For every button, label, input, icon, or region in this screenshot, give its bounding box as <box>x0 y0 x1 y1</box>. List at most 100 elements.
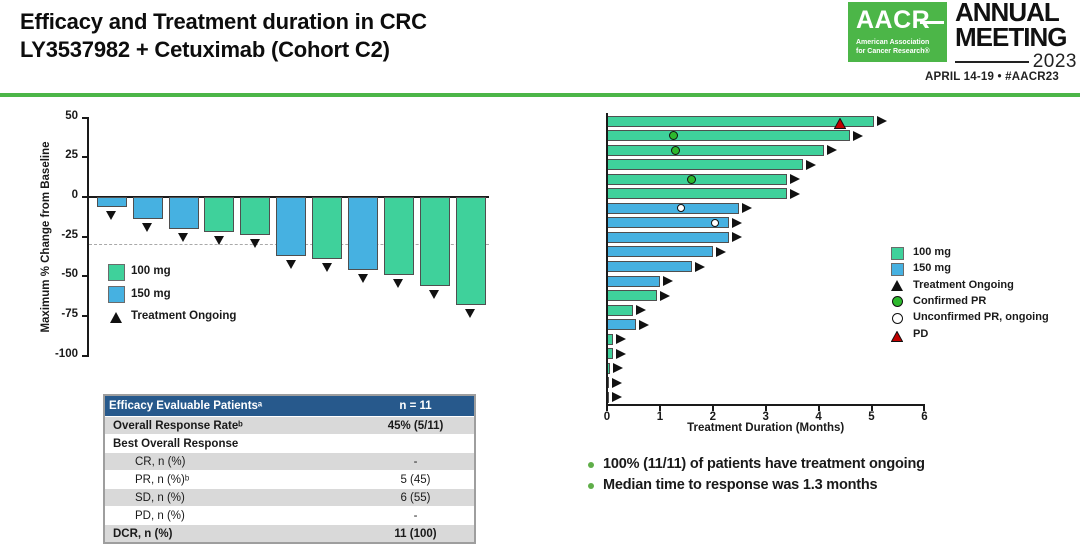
swimmer-legend-label: 150 mg <box>913 262 951 275</box>
legend-swatch-icon <box>107 263 125 281</box>
table-row: CR, n (%) - <box>104 452 475 471</box>
swimmer-x-tick <box>817 405 820 411</box>
swimmer-legend-label: Unconfirmed PR, ongoing <box>913 311 1049 324</box>
efficacy-table: Efficacy Evaluable Patientsᵃ n = 11 Overal… <box>103 394 476 544</box>
bullet-icon <box>588 483 594 489</box>
table-row-label: SD, n (%) <box>104 488 357 507</box>
table-header-row: Efficacy Evaluable Patientsᵃ n = 11 <box>104 395 475 417</box>
swimmer-x-tick-label: 3 <box>762 410 769 423</box>
treatment-ongoing-icon <box>616 334 627 345</box>
waterfall-y-tick <box>82 196 88 198</box>
waterfall-y-tick-label: 0 <box>71 189 78 201</box>
swimmer-x-tick <box>606 405 608 411</box>
meeting-year: 2023 <box>1032 51 1077 72</box>
swimmer-bar <box>607 275 660 287</box>
waterfall-legend-label: 150 mg <box>131 287 171 300</box>
unconfirmed-pr-icon <box>711 218 720 227</box>
annual-meeting-block: ANNUAL MEETING 2023 <box>955 0 1077 73</box>
swimmer-bar <box>607 130 851 142</box>
waterfall-bar <box>348 197 378 270</box>
swimmer-legend-label: PD <box>913 327 929 340</box>
treatment-ongoing-icon <box>715 246 726 257</box>
table-row: Best Overall Response <box>104 435 475 453</box>
waterfall-bar <box>168 197 199 229</box>
swimmer-bar <box>607 261 692 272</box>
treatment-ongoing-icon <box>142 223 153 233</box>
confirmed-pr-icon <box>687 174 697 184</box>
title-line-1: Efficacy and Treatment duration in CRC <box>20 9 427 34</box>
treatment-ongoing-icon <box>612 392 622 403</box>
waterfall-bar <box>419 197 450 286</box>
treatment-ongoing-icon <box>805 159 816 170</box>
legend-swatch-icon <box>890 246 904 260</box>
waterfall-y-tick <box>82 235 88 238</box>
bullet-text: 100% (11/11) of patients have treatment … <box>603 456 925 472</box>
year-rule <box>955 61 1029 63</box>
treatment-ongoing-icon <box>636 305 647 316</box>
swimmer-x-axis-label: Treatment Duration (Months) <box>687 421 845 434</box>
unconfirmed-pr-icon <box>677 204 686 213</box>
waterfall-y-tick-label: -75 <box>61 308 78 321</box>
waterfall-bar <box>96 197 127 207</box>
treatment-ongoing-icon <box>731 232 742 243</box>
swimmer-x-tick <box>658 405 661 411</box>
meeting-year-row: 2023 <box>955 51 1077 73</box>
swimmer-x-tick-label: 4 <box>815 410 822 423</box>
treatment-ongoing-icon <box>731 217 742 228</box>
waterfall-bar <box>312 197 343 259</box>
swimmer-legend-label: Confirmed PR <box>913 294 987 307</box>
waterfall-bar <box>204 197 235 232</box>
swimmer-x-axis <box>606 403 926 406</box>
table-header-value: n = 11 <box>357 395 475 417</box>
treatment-ongoing-icon <box>357 274 368 283</box>
table-row-label: PD, n (%) <box>135 509 185 522</box>
treatment-ongoing-icon <box>393 278 404 288</box>
meeting-line-2: MEETING <box>955 22 1067 52</box>
treatment-ongoing-icon <box>662 276 673 287</box>
swimmer-legend-label: Treatment Ongoing <box>913 278 1014 291</box>
table-row-label: CR, n (%) <box>104 452 357 471</box>
swimmer-bar <box>607 304 634 316</box>
swimmer-x-tick-label: 2 <box>709 410 716 423</box>
waterfall-y-tick <box>82 354 88 357</box>
swimmer-x-tick <box>870 405 873 411</box>
swimmer-x-tick <box>923 405 926 411</box>
key-findings: 100% (11/11) of patients have treatment … <box>588 456 925 498</box>
page-title: Efficacy and Treatment duration in CRC L… <box>20 8 427 64</box>
aacr-org-line-1: American Association <box>856 39 930 46</box>
green-divider <box>0 93 1080 97</box>
aacr-logo-acronym: AACR <box>856 6 931 34</box>
waterfall-y-tick <box>82 156 88 159</box>
waterfall-legend-label: Treatment Ongoing <box>131 310 237 322</box>
swimmer-bar <box>607 290 658 302</box>
legend-circle-icon <box>891 312 903 324</box>
waterfall-y-tick <box>82 116 88 119</box>
table-row-value: 45% (5/11) <box>357 416 475 435</box>
table-row-value: 6 (55) <box>357 488 475 507</box>
pd-marker-icon <box>890 329 904 342</box>
aacr-logo-org: American Association for Cancer Research… <box>856 38 930 56</box>
waterfall-y-tick-label: 25 <box>65 149 78 162</box>
table-row-label: Best Overall Response <box>113 437 239 450</box>
treatment-ongoing-icon <box>742 203 753 214</box>
legend-triangle-icon <box>109 311 122 323</box>
bullet-item: 100% (11/11) of patients have treatment … <box>588 456 925 472</box>
meeting-date-line: APRIL 14-19 • #AACR23 <box>925 71 1059 83</box>
swimmer-x-tick <box>764 405 767 411</box>
swimmer-x-tick <box>711 405 714 411</box>
table-row-value: 11 (100) <box>357 524 475 543</box>
waterfall-y-tick-label: -50 <box>61 268 78 281</box>
table-row: PR, n (%)ᵇ 5 (45) <box>104 471 475 489</box>
treatment-ongoing-icon <box>285 259 296 269</box>
treatment-ongoing-icon <box>465 308 476 318</box>
confirmed-pr-icon <box>671 145 681 155</box>
swimmer-legend-label: 100 mg <box>913 246 951 258</box>
treatment-ongoing-icon <box>616 348 627 359</box>
waterfall-bar <box>383 197 414 275</box>
bullet-text: Median time to response was 1.3 months <box>603 477 878 493</box>
waterfall-bar <box>132 197 163 220</box>
treatment-ongoing-icon <box>321 262 332 272</box>
